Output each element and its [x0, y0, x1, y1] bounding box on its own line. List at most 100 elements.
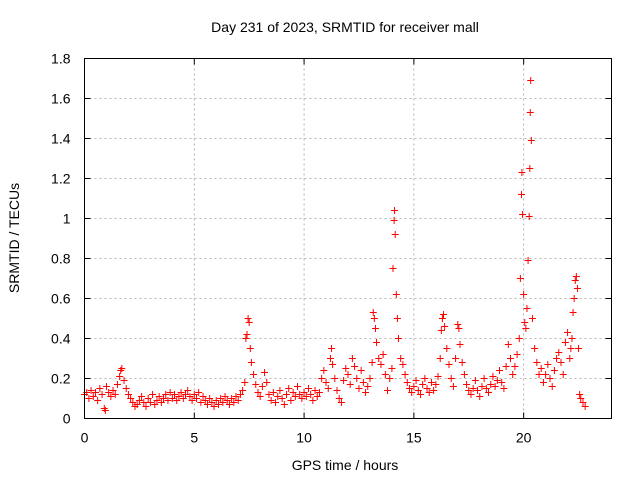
data-point — [160, 395, 168, 402]
data-point — [579, 399, 587, 406]
data-point — [528, 315, 536, 322]
data-point — [328, 345, 336, 352]
data-point — [550, 367, 558, 374]
data-point — [113, 381, 121, 388]
data-point — [525, 213, 533, 220]
data-point — [523, 305, 531, 312]
data-point — [335, 395, 343, 402]
data-point — [102, 383, 110, 390]
data-point — [389, 265, 397, 272]
data-point — [362, 389, 370, 396]
data-point — [542, 371, 550, 378]
data-point — [405, 385, 413, 392]
data-point — [419, 381, 427, 388]
data-point — [94, 397, 102, 404]
y-tick-label: 1.6 — [51, 91, 71, 107]
data-point — [144, 395, 152, 402]
points-layer — [81, 77, 589, 414]
data-point — [502, 363, 510, 370]
data-point — [535, 371, 543, 378]
x-tick-label: 0 — [81, 430, 89, 446]
data-point — [313, 393, 321, 400]
data-point — [480, 375, 488, 382]
data-point — [441, 323, 449, 330]
data-point — [368, 359, 376, 366]
data-point — [434, 373, 442, 380]
data-point — [274, 393, 282, 400]
data-point — [188, 397, 196, 404]
data-point — [384, 387, 392, 394]
data-point — [568, 335, 576, 342]
data-point — [526, 109, 534, 116]
data-point — [476, 393, 484, 400]
y-tick-label: 1 — [63, 211, 71, 227]
data-point — [289, 389, 297, 396]
data-point — [576, 391, 584, 398]
data-point — [225, 401, 233, 408]
data-point — [107, 393, 115, 400]
data-point — [390, 217, 398, 224]
data-point — [182, 391, 190, 398]
data-point — [430, 387, 438, 394]
data-point — [111, 391, 119, 398]
x-axis-label: GPS time / hours — [292, 457, 399, 473]
chart-title: Day 231 of 2023, SRMTID for receiver mal… — [211, 19, 479, 35]
data-point — [393, 315, 401, 322]
data-point — [517, 191, 525, 198]
data-point — [129, 399, 137, 406]
data-point — [149, 391, 157, 398]
data-point — [116, 373, 124, 380]
data-point — [465, 387, 473, 394]
grid-layer — [84, 58, 612, 419]
data-point — [245, 319, 253, 326]
data-point — [267, 397, 275, 404]
data-point — [353, 375, 361, 382]
data-point — [539, 379, 547, 386]
data-point — [127, 395, 135, 402]
data-point — [414, 387, 422, 394]
data-point — [518, 169, 526, 176]
data-point — [122, 385, 130, 392]
data-point — [109, 387, 117, 394]
data-point — [133, 401, 141, 408]
data-point — [206, 395, 214, 402]
data-point — [482, 385, 490, 392]
data-point — [449, 383, 457, 390]
data-point — [296, 391, 304, 398]
data-point — [247, 359, 255, 366]
data-point — [498, 379, 506, 386]
data-point — [101, 407, 109, 414]
data-point — [366, 375, 374, 382]
data-point — [485, 389, 493, 396]
data-point — [85, 395, 93, 402]
data-point — [322, 379, 330, 386]
data-point — [524, 257, 532, 264]
data-point — [467, 391, 475, 398]
data-point — [278, 395, 286, 402]
data-point — [516, 275, 524, 282]
data-point — [210, 403, 218, 410]
data-point — [146, 399, 154, 406]
data-point — [359, 379, 367, 386]
data-point — [569, 309, 577, 316]
data-point — [243, 331, 251, 338]
data-point — [437, 327, 445, 334]
data-point — [445, 361, 453, 368]
data-point — [567, 345, 575, 352]
data-point — [311, 387, 319, 394]
data-point — [124, 391, 132, 398]
data-point — [571, 277, 579, 284]
data-point — [506, 355, 514, 362]
data-point — [521, 319, 529, 326]
data-point — [408, 389, 416, 396]
data-point — [421, 375, 429, 382]
data-point — [458, 359, 466, 366]
data-point — [403, 379, 411, 386]
data-point — [438, 315, 446, 322]
data-point — [357, 367, 365, 374]
data-point — [171, 391, 179, 398]
data-point — [300, 389, 308, 396]
data-point — [340, 377, 348, 384]
data-point — [443, 345, 451, 352]
data-point — [487, 381, 495, 388]
